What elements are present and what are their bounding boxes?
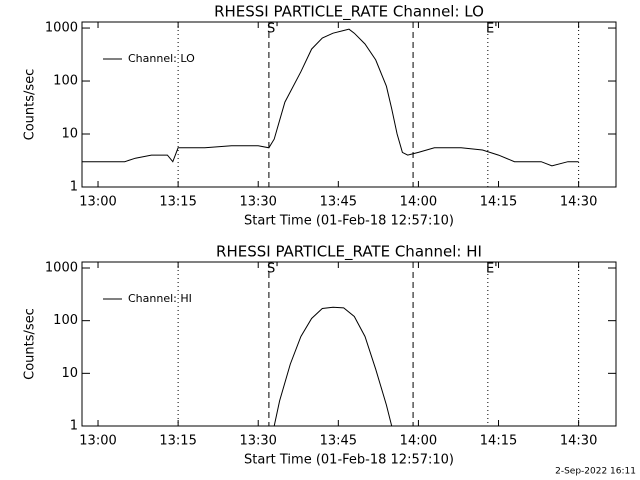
x-tick-label: 14:30 xyxy=(560,434,597,449)
y-tick-label: 1000 xyxy=(45,21,78,36)
x-tick-label: 14:00 xyxy=(400,434,437,449)
x-tick-label: 14:30 xyxy=(560,195,597,210)
event-label: E' xyxy=(486,22,498,37)
y-tick-label: 100 xyxy=(53,313,78,328)
x-tick-label: 13:00 xyxy=(79,434,116,449)
y-tick-label: 100 xyxy=(53,74,78,89)
legend-label: Channel: LO xyxy=(128,52,195,65)
x-tick-label: 14:00 xyxy=(400,195,437,210)
y-tick-label: 1 xyxy=(70,419,78,434)
y-tick-label: 1 xyxy=(70,180,78,195)
event-label: S' xyxy=(267,22,279,37)
y-tick-label: 1000 xyxy=(45,261,78,276)
plot-frame xyxy=(81,261,617,427)
chart-title: RHESSI PARTICLE_RATE Channel: HI xyxy=(216,243,482,262)
y-axis-label: Counts/sec xyxy=(23,308,38,380)
x-tick-label: 13:30 xyxy=(239,195,276,210)
footer: 2-Sep-2022 16:11 xyxy=(555,467,636,477)
x-tick-label: 14:15 xyxy=(480,195,517,210)
plot-frame xyxy=(81,21,617,188)
y-tick-label: 10 xyxy=(61,366,78,381)
data-line xyxy=(82,28,579,167)
x-axis-label: Start Time (01-Feb-18 12:57:10) xyxy=(244,214,454,229)
event-label: S' xyxy=(267,262,279,277)
chart-title: RHESSI PARTICLE_RATE Channel: LO xyxy=(214,3,484,22)
event-label: E' xyxy=(486,262,498,277)
x-tick-label: 13:30 xyxy=(239,434,276,449)
legend-label: Channel: HI xyxy=(128,292,192,305)
x-tick-label: 14:15 xyxy=(480,434,517,449)
x-tick-label: 13:15 xyxy=(159,195,196,210)
x-tick-label: 13:45 xyxy=(320,434,357,449)
x-axis-label: Start Time (01-Feb-18 12:57:10) xyxy=(244,453,454,468)
x-tick-label: 13:00 xyxy=(79,195,116,210)
x-tick-label: 13:15 xyxy=(159,434,196,449)
y-axis-label: Counts/sec xyxy=(23,69,38,141)
x-tick-label: 13:45 xyxy=(320,195,357,210)
data-line xyxy=(273,306,393,427)
y-tick-label: 10 xyxy=(61,127,78,142)
